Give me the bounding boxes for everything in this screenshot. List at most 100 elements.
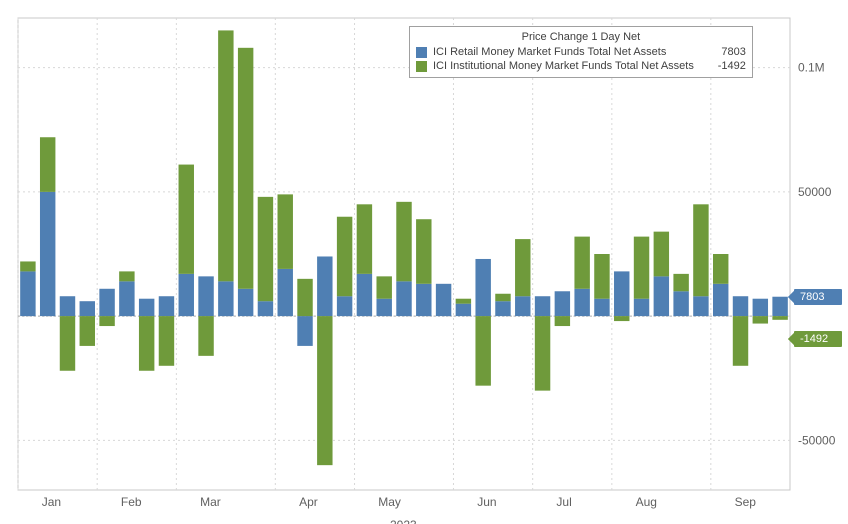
bar-retail	[436, 284, 451, 316]
bar-institutional	[555, 316, 570, 326]
bar-retail	[297, 316, 312, 346]
bar-institutional	[713, 254, 728, 284]
bar-institutional	[594, 254, 609, 299]
x-tick-label: May	[378, 495, 401, 509]
bar-retail	[515, 296, 530, 316]
bar-institutional	[456, 299, 471, 304]
bar-retail	[119, 281, 134, 316]
y-tick-label: 0.1M	[798, 61, 825, 75]
bar-retail	[198, 276, 213, 316]
bar-retail	[179, 274, 194, 316]
bar-institutional	[198, 316, 213, 356]
bar-retail	[574, 289, 589, 316]
legend-title: Price Change 1 Day Net	[416, 31, 746, 43]
bar-retail	[317, 256, 332, 316]
bar-retail	[159, 296, 174, 316]
bar-retail	[456, 304, 471, 316]
bar-retail	[278, 269, 293, 316]
bar-retail	[99, 289, 114, 316]
legend-value-institutional: -1492	[712, 59, 746, 73]
x-tick-label: Jan	[42, 495, 61, 509]
bar-institutional	[535, 316, 550, 391]
bar-retail	[40, 192, 55, 316]
bar-institutional	[396, 202, 411, 281]
bar-institutional	[317, 316, 332, 465]
x-tick-label: Mar	[200, 495, 221, 509]
bar-institutional	[574, 237, 589, 289]
legend-row-institutional: ICI Institutional Money Market Funds Tot…	[416, 59, 746, 73]
bar-institutional	[673, 274, 688, 291]
legend-label-retail: ICI Retail Money Market Funds Total Net …	[433, 45, 694, 59]
x-tick-label: Aug	[636, 495, 657, 509]
bar-institutional	[99, 316, 114, 326]
bar-retail	[673, 291, 688, 316]
bar-retail	[337, 296, 352, 316]
legend: Price Change 1 Day Net ICI Retail Money …	[409, 26, 753, 78]
bar-retail	[634, 299, 649, 316]
bar-retail	[753, 299, 768, 316]
bar-institutional	[693, 204, 708, 296]
bar-institutional	[733, 316, 748, 366]
bar-institutional	[753, 316, 768, 323]
value-tag-retail: 7803	[794, 289, 842, 305]
bar-retail	[772, 297, 787, 316]
chart-container: { "chart": { "type": "stacked-bar", "wid…	[0, 0, 848, 524]
x-axis-year-label: 2023	[390, 518, 417, 524]
bar-retail	[396, 281, 411, 316]
chart-svg: 0.1M 50000 -50000 Jan Feb Mar Apr May Jun Jul Aug S…	[0, 0, 848, 524]
bar-institutional	[376, 276, 391, 298]
value-tag-institutional: -1492	[794, 331, 842, 347]
bar-retail	[535, 296, 550, 316]
bar-institutional	[654, 232, 669, 277]
bar-institutional	[495, 294, 510, 301]
y-tick-label: 50000	[798, 185, 832, 199]
bar-retail	[416, 284, 431, 316]
bar-institutional	[337, 217, 352, 296]
bar-retail	[357, 274, 372, 316]
bar-institutional	[278, 194, 293, 269]
bar-institutional	[119, 271, 134, 281]
bar-institutional	[80, 316, 95, 346]
bar-institutional	[475, 316, 490, 386]
bar-institutional	[20, 261, 35, 271]
bar-institutional	[772, 316, 787, 320]
bar-institutional	[60, 316, 75, 371]
bar-retail	[20, 271, 35, 316]
bar-institutional	[258, 197, 273, 301]
bar-retail	[594, 299, 609, 316]
bar-retail	[495, 301, 510, 316]
bar-retail	[218, 281, 233, 316]
bar-institutional	[515, 239, 530, 296]
bar-retail	[80, 301, 95, 316]
value-tag-retail-text: 7803	[800, 291, 824, 303]
bar-retail	[654, 276, 669, 316]
bar-retail	[258, 301, 273, 316]
bar-institutional	[416, 219, 431, 284]
bar-institutional	[357, 204, 372, 274]
legend-swatch-retail	[416, 47, 427, 58]
bar-retail	[376, 299, 391, 316]
bar-institutional	[218, 30, 233, 281]
bar-retail	[614, 271, 629, 316]
legend-label-institutional: ICI Institutional Money Market Funds Tot…	[433, 59, 694, 73]
value-tag-institutional-text: -1492	[800, 333, 828, 345]
bar-institutional	[40, 137, 55, 192]
x-tick-label: Sep	[735, 495, 757, 509]
legend-value-retail: 7803	[712, 45, 746, 59]
x-tick-label: Feb	[121, 495, 142, 509]
x-tick-label: Jul	[556, 495, 571, 509]
bar-institutional	[179, 165, 194, 274]
bar-retail	[60, 296, 75, 316]
bar-institutional	[238, 48, 253, 289]
x-tick-label: Apr	[299, 495, 318, 509]
bar-retail	[139, 299, 154, 316]
x-tick-label: Jun	[477, 495, 496, 509]
legend-swatch-institutional	[416, 61, 427, 72]
bar-retail	[713, 284, 728, 316]
bar-institutional	[297, 279, 312, 316]
bar-institutional	[634, 237, 649, 299]
y-tick-label: -50000	[798, 433, 836, 447]
bar-retail	[693, 296, 708, 316]
bar-retail	[555, 291, 570, 316]
bar-institutional	[159, 316, 174, 366]
